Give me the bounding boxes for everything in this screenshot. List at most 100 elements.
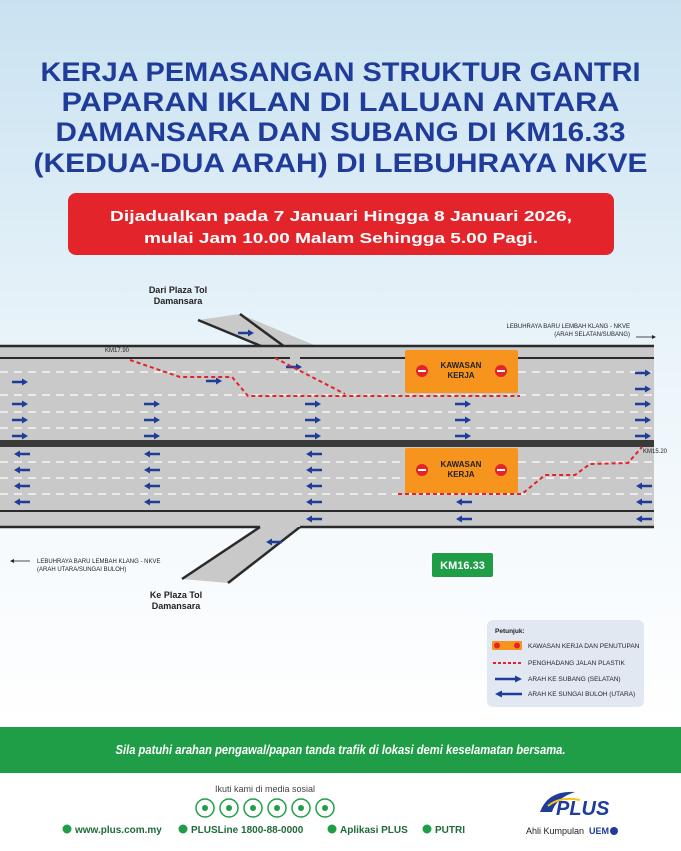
title-line: PAPARAN IKLAN DI LALUAN ANTARA bbox=[62, 87, 620, 117]
social-icon-glyph bbox=[226, 805, 232, 811]
group-name: UEM bbox=[589, 826, 609, 836]
traffic-arrow-head bbox=[14, 450, 20, 458]
direction-label: (ARAH SELATAN/SUBANG) bbox=[554, 332, 630, 338]
legend: Petunjuk: KAWASAN KERJA DAN PENUTUPAN PE… bbox=[487, 620, 644, 707]
traffic-arrow-head bbox=[22, 378, 28, 386]
traffic-arrow-head bbox=[465, 432, 471, 440]
social-icon[interactable] bbox=[243, 798, 263, 818]
footer-link[interactable]: Aplikasi PLUS bbox=[340, 825, 408, 836]
traffic-arrow-head bbox=[315, 400, 321, 408]
schedule-line: Dijadualkan pada 7 Januari Hingga 8 Janu… bbox=[110, 208, 572, 225]
traffic-arrow-head bbox=[315, 432, 321, 440]
work-zone bbox=[405, 448, 518, 493]
logo-swoosh bbox=[547, 797, 581, 807]
no-entry bbox=[514, 642, 520, 649]
footer-links: www.plus.com.my PLUSLine 1800-88-0000 Ap… bbox=[62, 824, 465, 836]
legend-swatch bbox=[515, 675, 522, 683]
work-zone-label: KERJA bbox=[447, 470, 474, 479]
ramp-label: Dari Plaza Tol bbox=[149, 285, 207, 295]
traffic-arrow-head bbox=[645, 369, 651, 377]
link-icon bbox=[178, 824, 188, 834]
footer-link[interactable]: PUTRI bbox=[435, 825, 465, 836]
road-diagram: KAWASAN KERJA KAWASAN KERJA Dari Plaza T… bbox=[0, 285, 668, 611]
footer-link[interactable]: PLUSLine 1800-88-0000 bbox=[191, 825, 304, 836]
traffic-arrow-head bbox=[144, 466, 150, 474]
km-marker: KM17.90 bbox=[105, 348, 130, 354]
direction-pointer-head bbox=[652, 335, 656, 339]
traffic-arrow-head bbox=[144, 482, 150, 490]
notice-text: Sila patuhi arahan pengawal/papan tanda … bbox=[116, 743, 566, 757]
traffic-arrow-head bbox=[22, 400, 28, 408]
plastic-barrier bbox=[129, 357, 520, 397]
legend-swatch bbox=[495, 690, 502, 698]
no-entry-bar bbox=[497, 370, 505, 372]
ramp-label: Damansara bbox=[152, 601, 202, 611]
km-marker: KM15.20 bbox=[643, 449, 668, 455]
median bbox=[0, 440, 654, 447]
traffic-arrow-head bbox=[144, 450, 150, 458]
traffic-arrow-head bbox=[636, 498, 642, 506]
no-entry-bar bbox=[418, 370, 426, 372]
traffic-arrow-head bbox=[14, 466, 20, 474]
direction-label: LEBUHRAYA BARU LEMBAH KLANG - NKVE bbox=[37, 559, 160, 565]
no-entry-bar bbox=[497, 469, 505, 471]
legend-box bbox=[487, 620, 644, 707]
traffic-arrow-head bbox=[456, 515, 462, 523]
traffic-arrow-head bbox=[456, 498, 462, 506]
link-icon bbox=[327, 824, 337, 834]
traffic-arrow-head bbox=[14, 498, 20, 506]
work-zone-label: KAWASAN bbox=[441, 361, 482, 370]
footer-link[interactable]: www.plus.com.my bbox=[74, 825, 162, 836]
traffic-arrow-head bbox=[465, 400, 471, 408]
traffic-arrow-head bbox=[306, 498, 312, 506]
link-icon bbox=[62, 824, 72, 834]
brand-logo: PLUS Ahli Kumpulan UEM bbox=[526, 791, 618, 836]
footer-background bbox=[0, 773, 681, 851]
traffic-arrow-head bbox=[645, 400, 651, 408]
schedule-box bbox=[68, 193, 614, 255]
notice-banner bbox=[0, 727, 681, 773]
gantry-sign-label: KM16.33 bbox=[440, 560, 485, 572]
group-label: Ahli Kumpulan bbox=[526, 826, 584, 836]
brand-name: PLUS bbox=[556, 798, 610, 820]
social-icon[interactable] bbox=[267, 798, 287, 818]
traffic-arrow-head bbox=[248, 329, 254, 337]
social-icons bbox=[195, 798, 335, 818]
lane-markings bbox=[0, 371, 654, 495]
legend-item: ARAH KE SUBANG (SELATAN) bbox=[528, 676, 621, 683]
traffic-arrow-head bbox=[22, 416, 28, 424]
social-icon-glyph bbox=[322, 805, 328, 811]
link-icon bbox=[422, 824, 432, 834]
social-heading: Ikuti kami di media sosial bbox=[215, 784, 315, 794]
legend-title: Petunjuk: bbox=[495, 628, 525, 635]
traffic-arrow-head bbox=[636, 482, 642, 490]
social-icon[interactable] bbox=[315, 798, 335, 818]
social-icon[interactable] bbox=[195, 798, 215, 818]
social-icon-glyph bbox=[250, 805, 256, 811]
work-zone-label: KAWASAN bbox=[441, 460, 482, 469]
work-zone-label: KERJA bbox=[447, 371, 474, 380]
traffic-arrow-head bbox=[645, 432, 651, 440]
traffic-arrow-head bbox=[315, 416, 321, 424]
traffic-arrow-head bbox=[465, 416, 471, 424]
logo-swoosh bbox=[540, 791, 575, 812]
traffic-arrow-head bbox=[636, 515, 642, 523]
ramp-edge bbox=[227, 526, 301, 584]
no-entry-bar bbox=[418, 469, 426, 471]
social-icon[interactable] bbox=[219, 798, 239, 818]
direction-arrows bbox=[12, 329, 652, 546]
work-zone bbox=[405, 350, 518, 393]
traffic-arrow-head bbox=[144, 498, 150, 506]
social-icon-glyph bbox=[274, 805, 280, 811]
title-line: KERJA PEMASANGAN STRUKTUR GANTRI bbox=[41, 57, 641, 87]
traffic-arrow-head bbox=[216, 377, 222, 385]
traffic-arrow-head bbox=[645, 385, 651, 393]
no-entry-signs bbox=[416, 365, 507, 476]
ramp-edge bbox=[181, 525, 261, 581]
traffic-arrow-head bbox=[154, 416, 160, 424]
title-line: DAMANSARA DAN SUBANG DI KM16.33 bbox=[56, 117, 626, 147]
plastic-barrier bbox=[398, 446, 643, 495]
social-icon[interactable] bbox=[291, 798, 311, 818]
traffic-arrow-head bbox=[306, 450, 312, 458]
northbound-carriageway bbox=[0, 447, 654, 527]
